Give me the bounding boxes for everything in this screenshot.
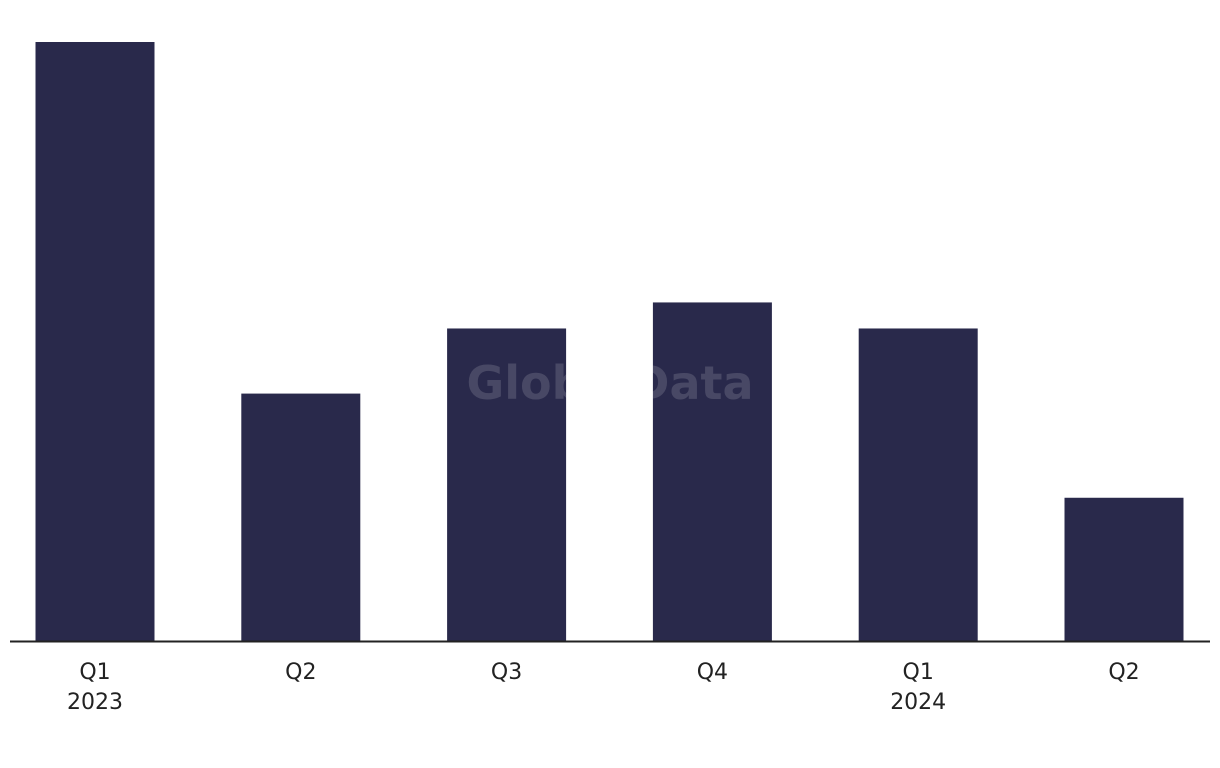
bar (1064, 497, 1184, 641)
bar (35, 42, 155, 641)
x-tick-label: Q1 2024 (890, 660, 947, 715)
x-tick-label: Q1 2023 (67, 660, 123, 715)
x-tick-label: Q4 (696, 660, 729, 685)
bar (652, 302, 772, 641)
watermark: GlobalData (466, 356, 754, 410)
bar (858, 328, 978, 641)
x-tick-label: Q3 (490, 660, 523, 685)
bar (241, 393, 361, 641)
x-tick-label: Q2 (1108, 660, 1140, 685)
bar (447, 328, 567, 641)
x-tick-label: Q2 (285, 660, 317, 685)
